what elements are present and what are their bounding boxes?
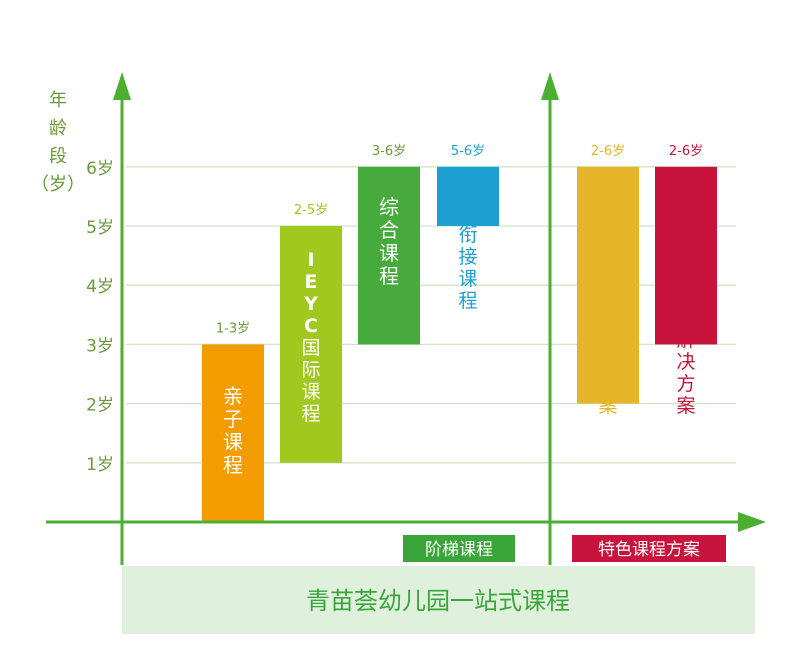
labels: 1-3岁2-5岁3-6岁 5-6岁 2-6岁 2-6岁亲子课程IEYC国际课程综合课程… (31, 90, 703, 477)
bar-text-char: 国 (676, 175, 695, 197)
y-axis-arrow (113, 72, 131, 100)
bar-text-char: E (305, 271, 318, 293)
bar-text-char: 园 (598, 307, 617, 329)
bar-range-label: 3-6岁 (372, 144, 406, 159)
bar-text-char: 色 (676, 241, 695, 263)
banner-box (122, 566, 755, 634)
bar (358, 166, 420, 345)
axes (46, 72, 766, 565)
banner-title: 青苗荟幼儿园一站式课程 (306, 587, 570, 615)
bar-text-char: 阅 (598, 175, 617, 197)
bar-text-char: 幼 (458, 180, 477, 202)
bar-range-label: 2-6岁 (669, 144, 703, 159)
bar-text-char: 案 (598, 395, 617, 417)
y-axis-title-line: （岁） (31, 174, 85, 195)
bar-text-char: 幼 (598, 263, 617, 285)
y-tick-label: 1岁 (86, 455, 114, 475)
bar-text-char: Y (303, 293, 318, 315)
bar-text-char: 方 (598, 373, 617, 395)
bar-text-char: 特 (676, 219, 695, 241)
y-axis-title-line: 段 (49, 146, 67, 167)
bar-text-char: 课 (379, 241, 399, 265)
bar (437, 166, 499, 226)
bar-text-char: 色 (598, 241, 617, 263)
y-tick-label: 5岁 (86, 218, 114, 238)
y-axis-title-line: 龄 (49, 118, 67, 139)
bar (655, 166, 717, 345)
bar-text-char: 决 (598, 351, 617, 373)
group-tag-label: 阶梯课程 (425, 540, 493, 560)
bar-text-char: 程 (458, 290, 477, 312)
bottom-banner: 青苗荟幼儿园一站式课程 (122, 566, 755, 634)
bar-text-char: 子 (223, 407, 243, 431)
bar-text-char: 亲 (223, 384, 243, 408)
group-tags: 阶梯课程 特色课程方案 (403, 535, 726, 562)
bar-text-char: 程 (223, 453, 243, 477)
bar-text-char: 课 (458, 268, 477, 290)
bar-text-char: 小 (458, 202, 477, 224)
bar-text-char: 方 (676, 373, 695, 395)
y-axis-title-line: 年 (49, 90, 67, 111)
bar (280, 226, 342, 463)
y-tick-label: 4岁 (86, 277, 114, 297)
group-tag (403, 535, 515, 562)
bar-range-label: 2-5岁 (294, 203, 328, 218)
bar-text-char: I (307, 249, 314, 271)
bar-text-char: 决 (676, 351, 695, 373)
bar-text-char: 程 (301, 403, 320, 425)
bar-range-label: 2-6岁 (591, 144, 625, 159)
bars (202, 166, 717, 522)
bar-text-char: 幼 (676, 263, 695, 285)
bar-text-char: 学 (676, 197, 695, 219)
bar-text-char: 综 (379, 195, 399, 219)
bar-text-char: 儿 (676, 285, 695, 307)
bar-text-char: 读 (598, 197, 617, 219)
y-tick-label: 3岁 (86, 336, 114, 356)
bar-range-label: 5-6岁 (451, 144, 485, 159)
bar-text-char: 际 (301, 359, 320, 381)
divider-axis-arrow (541, 72, 559, 100)
group-tag (572, 535, 726, 562)
bar-text-char: 国 (301, 337, 320, 359)
bar-text-char: 解 (598, 329, 617, 351)
group-tag-label: 特色课程方案 (598, 540, 700, 560)
bar-text-char: 合 (379, 218, 399, 242)
bar-text-char: 课 (223, 430, 243, 454)
y-tick-label: 6岁 (86, 159, 114, 179)
bar-text-char: 案 (676, 395, 695, 417)
bar-text-char: 衔 (458, 224, 477, 246)
bar (202, 344, 264, 522)
bar-text-char: 解 (676, 329, 695, 351)
bar-text-char: 特 (598, 219, 617, 241)
bar-text-char: 园 (676, 307, 695, 329)
y-tick-label: 2岁 (86, 396, 114, 416)
bar-text-char: 课 (301, 381, 320, 403)
bar-text-char: C (304, 315, 318, 337)
bar-text-char: 接 (458, 246, 477, 268)
x-axis-arrow (738, 512, 766, 532)
bar-text-char: 儿 (598, 285, 617, 307)
bar-range-label: 1-3岁 (216, 321, 250, 336)
bar-text-char: 程 (379, 264, 399, 288)
bar (577, 166, 639, 404)
